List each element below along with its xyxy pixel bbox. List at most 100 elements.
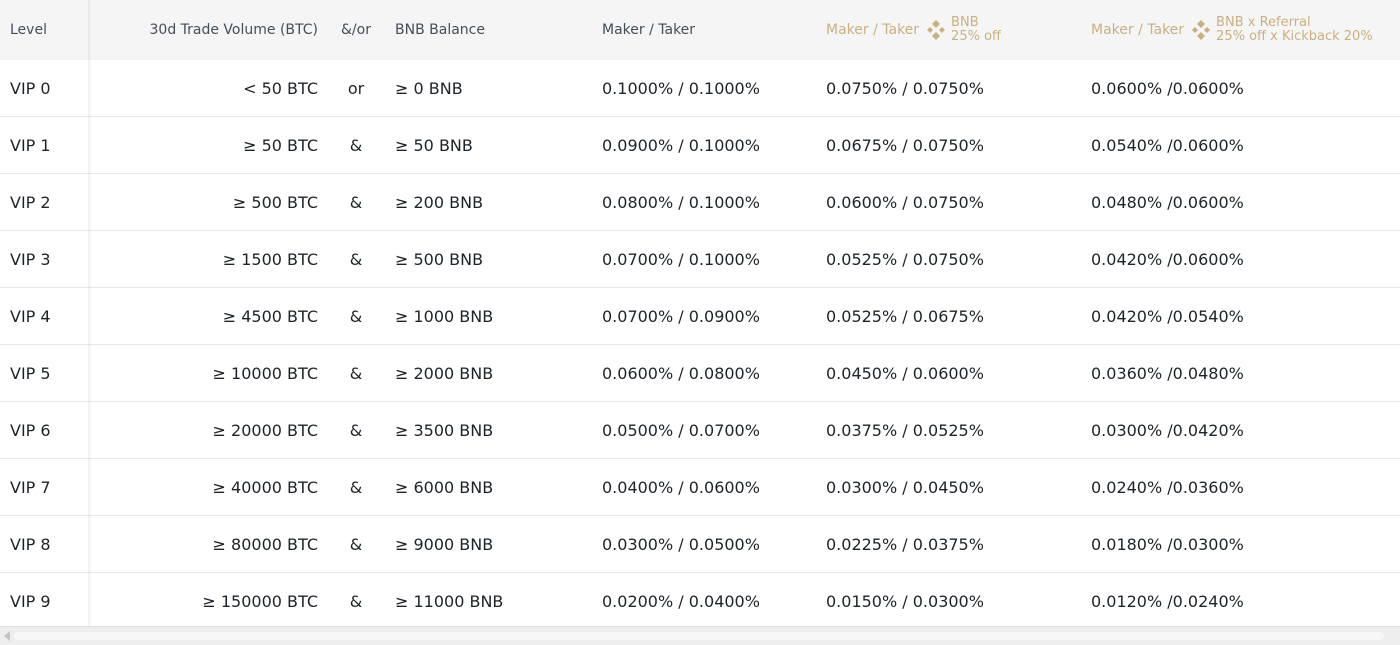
cell-maker-taker-bnb: 0.0225% / 0.0375% xyxy=(826,534,984,554)
header-and-or: &/or xyxy=(341,22,371,38)
horizontal-scrollbar[interactable] xyxy=(0,626,1400,645)
cell-level: VIP 8 xyxy=(10,534,51,554)
cell-maker-taker: 0.0800% / 0.1000% xyxy=(602,192,760,212)
sticky-column-shadow xyxy=(88,0,92,626)
header-ref-prefix: Maker / Taker xyxy=(1091,22,1185,38)
header-maker-taker-referral: Maker / Taker BNB x Referral 25% off x K… xyxy=(1091,0,1373,60)
cell-maker-taker-referral: 0.0540% /0.0600% xyxy=(1091,135,1244,155)
header-maker-taker-bnb: Maker / Taker BNB 25% off xyxy=(826,0,1001,60)
cell-operator: & xyxy=(349,534,363,554)
bnb-logo-icon xyxy=(927,20,946,40)
cell-operator: & xyxy=(349,477,363,497)
scrollbar-thumb[interactable] xyxy=(14,632,1384,640)
fee-table: Level 30d Trade Volume (BTC) &/or BNB Ba… xyxy=(0,0,1400,629)
header-bnb-balance: BNB Balance xyxy=(395,22,485,38)
cell-maker-taker-referral: 0.0480% /0.0600% xyxy=(1091,192,1244,212)
cell-volume: ≥ 4500 BTC xyxy=(222,306,318,326)
bnb-logo-icon xyxy=(1192,20,1211,40)
cell-level: VIP 9 xyxy=(10,591,51,611)
cell-balance: ≥ 11000 BNB xyxy=(395,591,504,611)
cell-volume: ≥ 10000 BTC xyxy=(212,363,318,383)
cell-maker-taker: 0.0700% / 0.1000% xyxy=(602,249,760,269)
table-row: VIP 3 ≥ 1500 BTC & ≥ 500 BNB 0.0700% / 0… xyxy=(0,231,1400,288)
cell-volume: ≥ 20000 BTC xyxy=(212,420,318,440)
cell-balance: ≥ 6000 BNB xyxy=(395,477,494,497)
table-row: VIP 5 ≥ 10000 BTC & ≥ 2000 BNB 0.0600% /… xyxy=(0,345,1400,402)
cell-maker-taker-referral: 0.0240% /0.0360% xyxy=(1091,477,1244,497)
cell-balance: ≥ 50 BNB xyxy=(395,135,473,155)
cell-maker-taker-referral: 0.0300% /0.0420% xyxy=(1091,420,1244,440)
cell-maker-taker-bnb: 0.0300% / 0.0450% xyxy=(826,477,984,497)
cell-maker-taker-bnb: 0.0600% / 0.0750% xyxy=(826,192,984,212)
table-row: VIP 0 < 50 BTC or ≥ 0 BNB 0.1000% / 0.10… xyxy=(0,60,1400,117)
header-ref-line2: 25% off x Kickback 20% xyxy=(1216,29,1373,44)
cell-maker-taker-bnb: 0.0750% / 0.0750% xyxy=(826,78,984,98)
cell-operator: & xyxy=(349,420,363,440)
cell-maker-taker: 0.0600% / 0.0800% xyxy=(602,363,760,383)
table-row: VIP 1 ≥ 50 BTC & ≥ 50 BNB 0.0900% / 0.10… xyxy=(0,117,1400,174)
cell-operator: & xyxy=(349,135,363,155)
header-bnb-line2: 25% off xyxy=(951,29,1001,44)
table-row: VIP 8 ≥ 80000 BTC & ≥ 9000 BNB 0.0300% /… xyxy=(0,516,1400,573)
cell-maker-taker-referral: 0.0360% /0.0480% xyxy=(1091,363,1244,383)
cell-level: VIP 1 xyxy=(10,135,51,155)
header-level: Level xyxy=(10,22,47,38)
header-maker-taker: Maker / Taker xyxy=(602,22,696,38)
cell-balance: ≥ 500 BNB xyxy=(395,249,484,269)
cell-volume: ≥ 40000 BTC xyxy=(212,477,318,497)
cell-balance: ≥ 0 BNB xyxy=(395,78,463,98)
cell-maker-taker: 0.0200% / 0.0400% xyxy=(602,591,760,611)
cell-maker-taker-bnb: 0.0525% / 0.0675% xyxy=(826,306,984,326)
header-trade-volume: 30d Trade Volume (BTC) xyxy=(149,22,319,38)
cell-operator: & xyxy=(349,249,363,269)
table-header: Level 30d Trade Volume (BTC) &/or BNB Ba… xyxy=(0,0,1400,60)
cell-maker-taker: 0.0500% / 0.0700% xyxy=(602,420,760,440)
cell-volume: ≥ 1500 BTC xyxy=(222,249,318,269)
cell-maker-taker-referral: 0.0420% /0.0600% xyxy=(1091,249,1244,269)
cell-level: VIP 6 xyxy=(10,420,51,440)
cell-level: VIP 3 xyxy=(10,249,51,269)
cell-volume: ≥ 500 BTC xyxy=(232,192,318,212)
cell-operator: or xyxy=(347,78,365,98)
arrow-left-icon[interactable] xyxy=(4,631,10,641)
table-row: VIP 7 ≥ 40000 BTC & ≥ 6000 BNB 0.0400% /… xyxy=(0,459,1400,516)
cell-operator: & xyxy=(349,306,363,326)
cell-maker-taker-bnb: 0.0375% / 0.0525% xyxy=(826,420,984,440)
cell-maker-taker-bnb: 0.0150% / 0.0300% xyxy=(826,591,984,611)
cell-operator: & xyxy=(349,192,363,212)
header-bnb-line1: BNB xyxy=(951,15,979,30)
cell-balance: ≥ 9000 BNB xyxy=(395,534,494,554)
cell-volume: < 50 BTC xyxy=(243,78,318,98)
cell-maker-taker-bnb: 0.0450% / 0.0600% xyxy=(826,363,984,383)
table-row: VIP 2 ≥ 500 BTC & ≥ 200 BNB 0.0800% / 0.… xyxy=(0,174,1400,231)
header-ref-label: BNB x Referral 25% off x Kickback 20% xyxy=(1216,16,1373,44)
cell-operator: & xyxy=(349,363,363,383)
cell-volume: ≥ 80000 BTC xyxy=(212,534,318,554)
cell-maker-taker-bnb: 0.0525% / 0.0750% xyxy=(826,249,984,269)
header-ref-line1: BNB x Referral xyxy=(1216,15,1311,30)
cell-level: VIP 5 xyxy=(10,363,51,383)
cell-maker-taker-bnb: 0.0675% / 0.0750% xyxy=(826,135,984,155)
cell-balance: ≥ 3500 BNB xyxy=(395,420,494,440)
cell-maker-taker: 0.1000% / 0.1000% xyxy=(602,78,760,98)
cell-maker-taker-referral: 0.0600% /0.0600% xyxy=(1091,78,1244,98)
cell-maker-taker: 0.0900% / 0.1000% xyxy=(602,135,760,155)
cell-level: VIP 2 xyxy=(10,192,51,212)
cell-level: VIP 0 xyxy=(10,78,51,98)
cell-volume: ≥ 50 BTC xyxy=(243,135,318,155)
cell-maker-taker-referral: 0.0420% /0.0540% xyxy=(1091,306,1244,326)
cell-balance: ≥ 2000 BNB xyxy=(395,363,494,383)
cell-maker-taker: 0.0400% / 0.0600% xyxy=(602,477,760,497)
cell-level: VIP 7 xyxy=(10,477,51,497)
header-bnb-prefix: Maker / Taker xyxy=(826,22,920,38)
table-row: VIP 9 ≥ 150000 BTC & ≥ 11000 BNB 0.0200%… xyxy=(0,573,1400,629)
table-row: VIP 6 ≥ 20000 BTC & ≥ 3500 BNB 0.0500% /… xyxy=(0,402,1400,459)
cell-level: VIP 4 xyxy=(10,306,51,326)
cell-maker-taker: 0.0300% / 0.0500% xyxy=(602,534,760,554)
cell-balance: ≥ 1000 BNB xyxy=(395,306,494,326)
cell-maker-taker: 0.0700% / 0.0900% xyxy=(602,306,760,326)
cell-operator: & xyxy=(349,591,363,611)
table-row: VIP 4 ≥ 4500 BTC & ≥ 1000 BNB 0.0700% / … xyxy=(0,288,1400,345)
cell-maker-taker-referral: 0.0180% /0.0300% xyxy=(1091,534,1244,554)
cell-volume: ≥ 150000 BTC xyxy=(202,591,318,611)
